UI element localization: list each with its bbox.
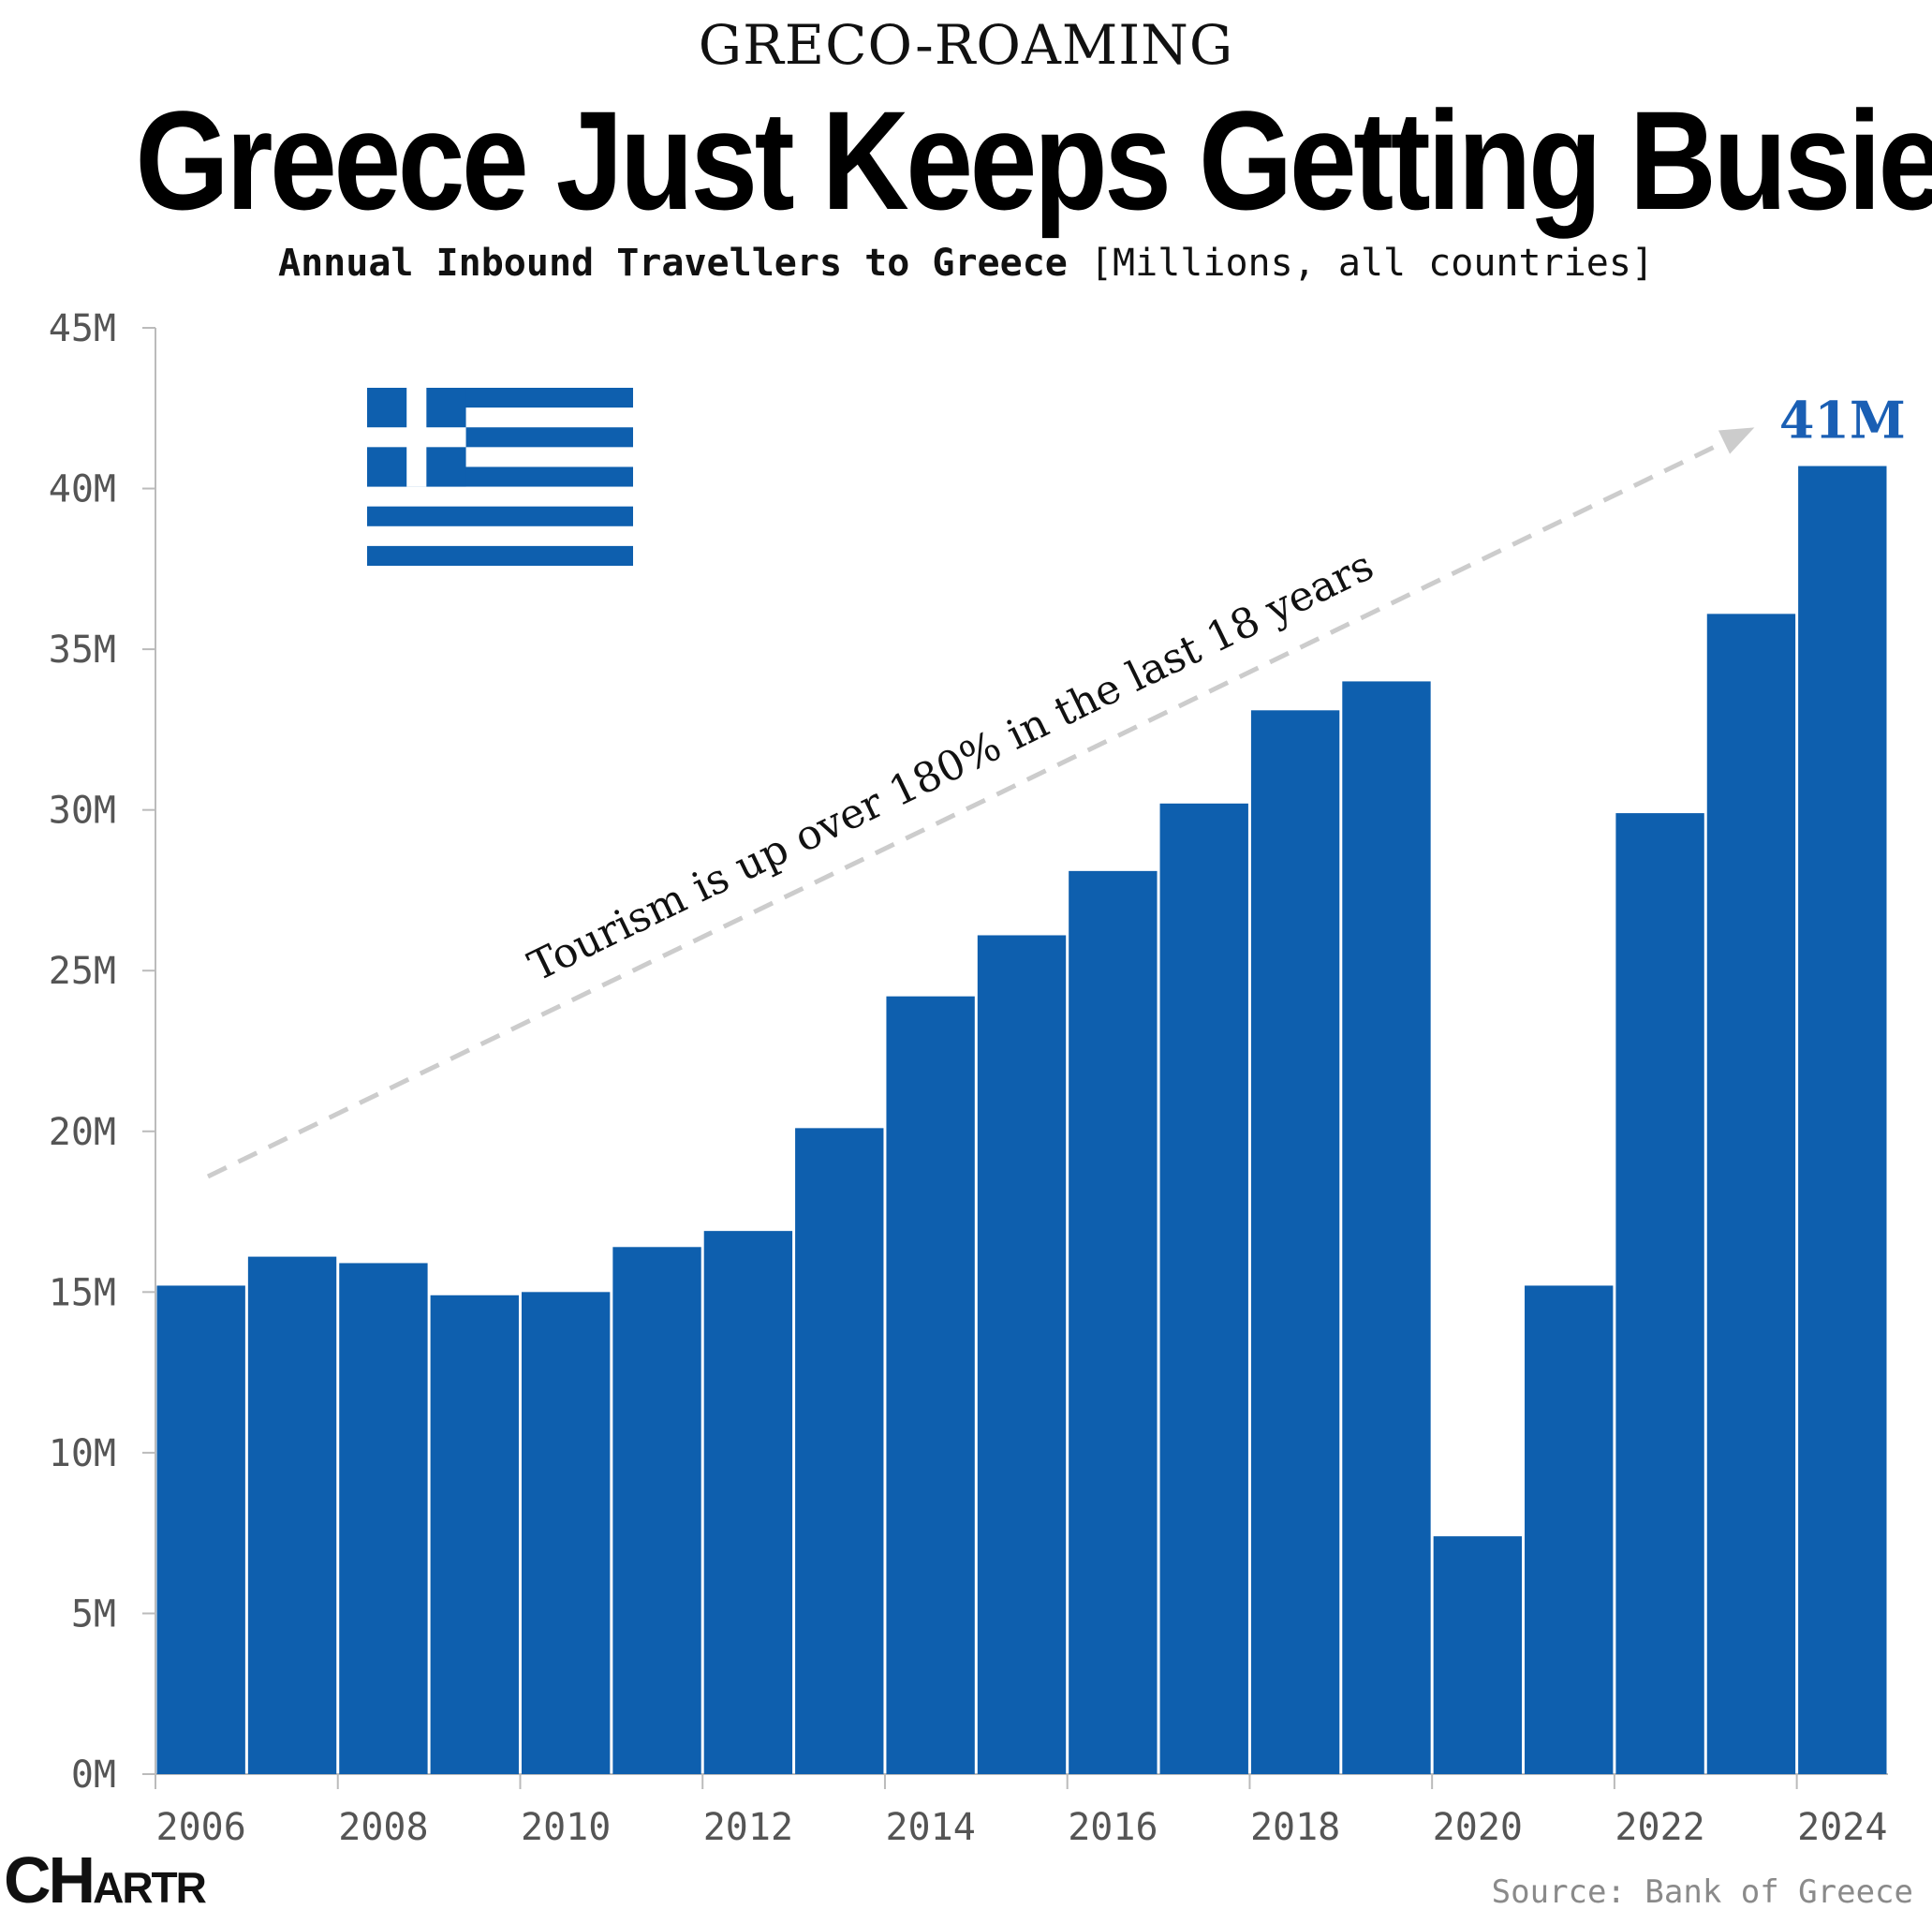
trend-arrow-head — [1718, 427, 1755, 454]
flag-cross-v — [406, 388, 427, 487]
bar-2024 — [1798, 466, 1887, 1774]
bar-2022 — [1615, 813, 1704, 1774]
source-note: Source: Bank of Greece — [1491, 1873, 1913, 1911]
bar-2014 — [886, 996, 975, 1774]
x-tick-label: 2008 — [338, 1806, 428, 1849]
bar-2010 — [521, 1292, 611, 1774]
bar-2021 — [1525, 1285, 1614, 1774]
x-tick-label: 2012 — [703, 1806, 793, 1849]
bar-2008 — [339, 1263, 428, 1774]
y-tick-label: 5M — [71, 1592, 116, 1635]
flag-stripe — [367, 545, 633, 566]
bar-2016 — [1069, 870, 1158, 1774]
greek-flag-icon — [367, 388, 633, 566]
y-tick-label: 35M — [49, 629, 116, 672]
y-tick-label: 40M — [49, 468, 116, 511]
bar-2012 — [703, 1231, 793, 1774]
bar-2013 — [795, 1128, 884, 1774]
y-tick-label: 20M — [49, 1111, 116, 1154]
logo-small: ARTR — [93, 1863, 207, 1912]
x-tick-label: 2016 — [1068, 1806, 1158, 1849]
logo-big: CH — [4, 1843, 96, 1917]
flag-stripe — [367, 506, 633, 526]
y-tick-label: 45M — [49, 307, 116, 350]
bar-2011 — [612, 1247, 701, 1774]
bar-2017 — [1159, 803, 1248, 1774]
trend-arrow-line — [206, 427, 1751, 1179]
chart-title: Greece Just Keeps Getting Busier — [135, 81, 1932, 239]
x-tick-label: 2014 — [885, 1806, 975, 1849]
chart-kicker: GRECO-ROAMING — [698, 13, 1234, 77]
peak-value-label: 41M — [1779, 391, 1906, 451]
y-tick-label: 30M — [49, 790, 116, 833]
bar-2015 — [977, 935, 1067, 1774]
x-tick-label: 2006 — [156, 1806, 246, 1849]
bar-series — [156, 466, 1887, 1774]
x-tick-label: 2024 — [1797, 1806, 1887, 1849]
y-tick-label: 15M — [49, 1271, 116, 1314]
x-tick-label: 2018 — [1250, 1806, 1340, 1849]
bar-2006 — [156, 1285, 245, 1774]
x-tick-label: 2010 — [521, 1806, 611, 1849]
x-tick-label: 2022 — [1615, 1806, 1704, 1849]
y-tick-label: 25M — [49, 950, 116, 993]
bar-2020 — [1433, 1536, 1523, 1774]
bar-2018 — [1250, 710, 1340, 1774]
chart-subtitle: Annual Inbound Travellers to Greece [Mil… — [0, 242, 1932, 285]
bar-2007 — [247, 1256, 337, 1774]
chartr-logo: CHARTR — [4, 1847, 207, 1913]
subtitle-units: [Millions, all countries] — [1089, 242, 1655, 285]
bar-2009 — [430, 1295, 519, 1774]
bar-2019 — [1342, 681, 1431, 1774]
subtitle-main: Annual Inbound Travellers to Greece — [277, 242, 1068, 285]
y-tick-label: 0M — [71, 1754, 116, 1797]
y-tick-label: 10M — [49, 1432, 116, 1475]
x-tick-label: 2020 — [1433, 1806, 1523, 1849]
bar-2023 — [1706, 614, 1796, 1774]
